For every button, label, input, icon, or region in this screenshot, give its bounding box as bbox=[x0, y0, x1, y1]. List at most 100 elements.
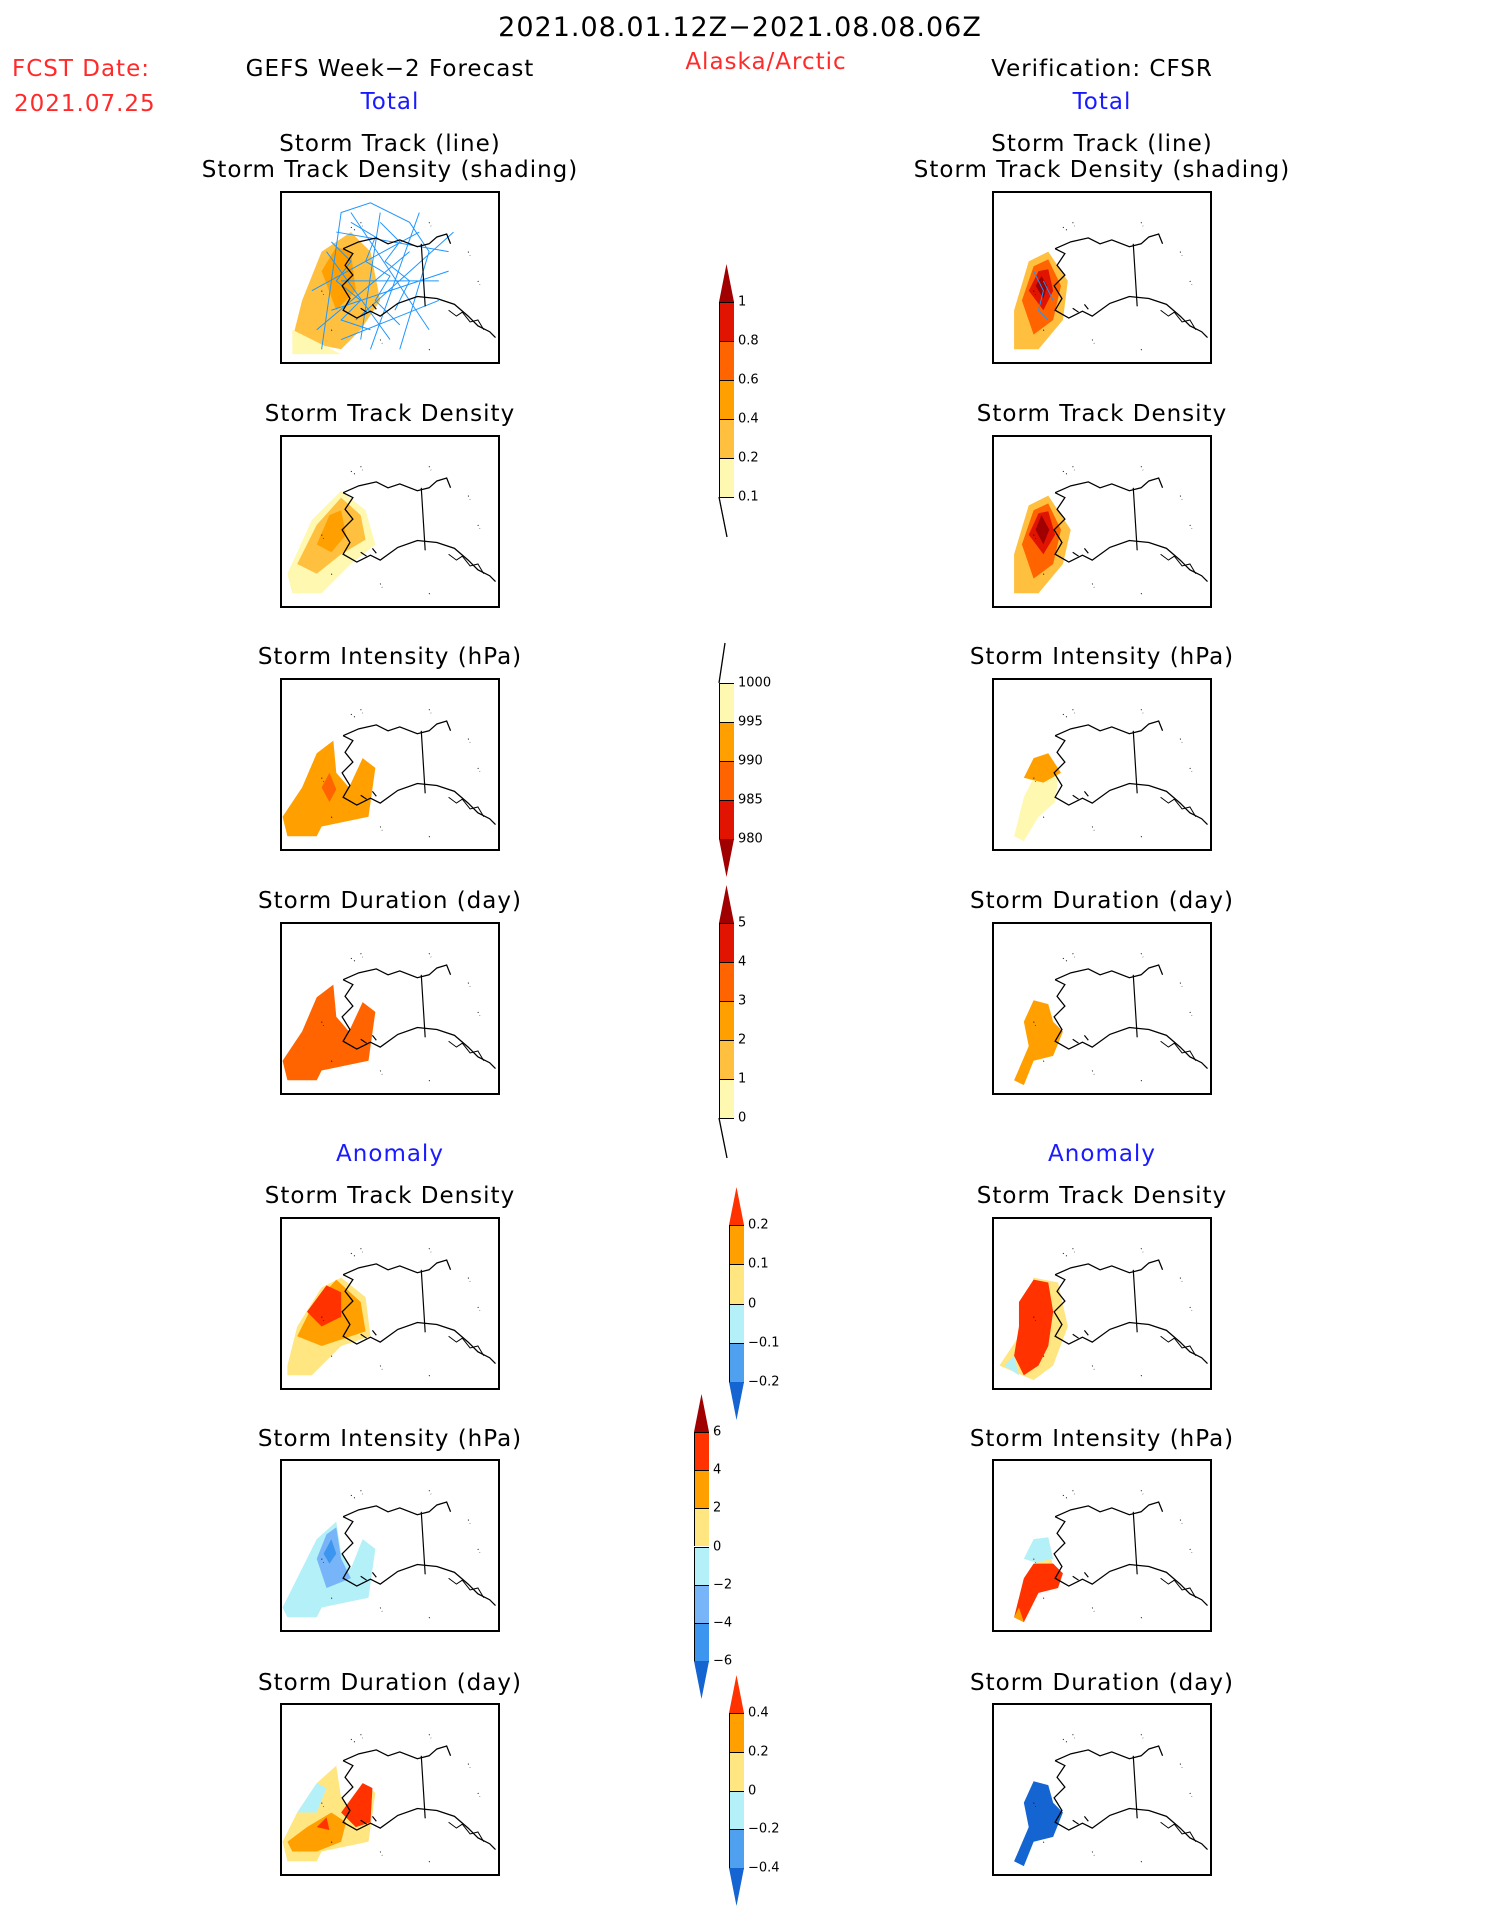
colorbar-tick-label: 990 bbox=[738, 753, 763, 769]
colorbar-segment bbox=[719, 761, 734, 800]
panel-title: Storm Track (line) bbox=[991, 131, 1213, 157]
colorbar-segment bbox=[729, 1751, 744, 1791]
colorbar-tick-label: 2 bbox=[713, 1500, 722, 1516]
region-label: Alaska/Arctic bbox=[685, 49, 847, 75]
colorbar-segment bbox=[729, 1342, 744, 1382]
map-gefs-track-density bbox=[280, 191, 500, 364]
colorbar-tick bbox=[729, 1713, 744, 1714]
map-cfsr-duration-anomaly bbox=[992, 1703, 1212, 1876]
colorbar-tick bbox=[694, 1470, 709, 1472]
colorbar-tick bbox=[729, 1303, 744, 1305]
colorbar-tick bbox=[719, 302, 734, 303]
colorbar-tick-label: 1 bbox=[738, 294, 747, 310]
colorbar-tick bbox=[719, 1079, 734, 1080]
colorbar-tick bbox=[719, 800, 734, 801]
colorbar-over-arrow bbox=[719, 885, 734, 923]
colorbar-tick-label: −0.2 bbox=[748, 1374, 780, 1390]
colorbar-segment bbox=[694, 1508, 709, 1547]
colorbar-over-arrow bbox=[729, 1187, 744, 1225]
colorbar-duration-anomaly: 0.4 0.2 0 −0.2 −0.4 bbox=[729, 1675, 780, 1906]
colorbar-segment bbox=[719, 419, 734, 458]
panel-title: Storm Track Density bbox=[264, 401, 516, 427]
map-cfsr-track-density bbox=[992, 191, 1212, 364]
panel-title: Storm Track Density bbox=[264, 1183, 516, 1209]
colorbar-tick bbox=[719, 1040, 734, 1041]
colorbar-segment bbox=[729, 1713, 744, 1752]
colorbar-tick-label: 5 bbox=[738, 915, 747, 931]
panel-title: Storm Duration (day) bbox=[970, 1670, 1234, 1696]
colorbar-over-arrow bbox=[694, 1394, 709, 1432]
colorbar-segment bbox=[719, 380, 734, 419]
colorbar-tick-label: −2 bbox=[713, 1577, 733, 1593]
colorbar-tick bbox=[719, 1001, 734, 1002]
colorbar-tick-label: −4 bbox=[713, 1615, 733, 1631]
colorbar-segment bbox=[694, 1432, 709, 1471]
colorbar-segment bbox=[729, 1790, 744, 1830]
colorbar-under-arrow bbox=[729, 1382, 744, 1420]
colorbar-tick bbox=[729, 1225, 744, 1226]
map-cfsr-intensity-anomaly bbox=[992, 1459, 1212, 1632]
panel-title: Storm Track Density bbox=[976, 401, 1228, 427]
anomaly-label-left: Anomaly bbox=[336, 1141, 444, 1167]
panel-title: Storm Duration (day) bbox=[258, 1670, 522, 1696]
colorbar-tick-label: 0 bbox=[713, 1539, 722, 1554]
colorbar-tick bbox=[719, 419, 734, 420]
map-gefs-density-anomaly bbox=[280, 1217, 500, 1390]
colorbar-segment bbox=[729, 1303, 744, 1343]
panel-title: Storm Intensity (hPa) bbox=[969, 1426, 1235, 1452]
map-gefs-density bbox=[280, 435, 500, 608]
colorbar-tick bbox=[719, 722, 734, 723]
colorbar-tick-label: 6 bbox=[713, 1424, 722, 1440]
colorbar-tick-label: 4 bbox=[738, 954, 747, 970]
colorbar-tick-label: 0 bbox=[748, 1783, 757, 1798]
colorbar-tick bbox=[719, 923, 734, 924]
panel-title: Storm Duration (day) bbox=[258, 888, 522, 914]
colorbar-tick-label: 2 bbox=[738, 1032, 747, 1048]
colorbar-tick bbox=[694, 1432, 709, 1433]
colorbar-tick bbox=[719, 683, 734, 684]
panel-title: Storm Track (line) bbox=[279, 131, 501, 157]
colorbar-tick-label: −0.4 bbox=[748, 1860, 780, 1876]
colorbar-segment bbox=[719, 962, 734, 1001]
map-cfsr-density-anomaly bbox=[992, 1217, 1212, 1390]
colorbar-tick-label: 0.1 bbox=[738, 489, 759, 505]
colorbar-tick-label: 1000 bbox=[738, 675, 772, 691]
map-gefs-intensity bbox=[280, 678, 500, 851]
colorbar-tick bbox=[719, 761, 734, 762]
colorbar-tick bbox=[729, 1790, 744, 1792]
anomaly-label-right: Anomaly bbox=[1048, 1141, 1156, 1167]
colorbar-tail bbox=[718, 496, 728, 538]
colorbar-under-arrow bbox=[729, 1868, 744, 1906]
right-column-title: Verification: CFSR bbox=[991, 56, 1213, 82]
colorbar-tick-label: 0 bbox=[738, 1110, 747, 1126]
colorbar-tick-label: 0.8 bbox=[738, 333, 759, 349]
colorbar-segment bbox=[694, 1470, 709, 1509]
colorbar-tick bbox=[694, 1584, 709, 1586]
colorbar-segment bbox=[694, 1546, 709, 1585]
colorbar-over-arrow bbox=[719, 264, 734, 302]
colorbar-segment bbox=[729, 1829, 744, 1868]
colorbar-tick bbox=[719, 962, 734, 963]
colorbar-segment bbox=[719, 302, 734, 341]
colorbar-density-anomaly: 0.2 0.1 0 −0.1 −0.2 bbox=[729, 1187, 780, 1420]
colorbar-tick bbox=[729, 1751, 744, 1753]
colorbar-tail bbox=[718, 1117, 728, 1159]
left-column-title: GEFS Week−2 Forecast bbox=[245, 56, 535, 82]
colorbar-density-total: 1 0.8 0.6 0.4 0.2 0.1 bbox=[718, 264, 759, 538]
panel-title: Storm Track Density (shading) bbox=[913, 157, 1291, 183]
colorbar-intensity-anomaly: 6 4 2 0 −2 −4 −6 bbox=[694, 1394, 732, 1699]
colorbar-intensity-total: 1000 995 990 985 980 bbox=[718, 642, 771, 877]
map-cfsr-duration bbox=[992, 922, 1212, 1095]
fcst-date-value: 2021.07.25 bbox=[14, 91, 156, 117]
panel-title: Storm Intensity (hPa) bbox=[257, 1426, 523, 1452]
map-gefs-duration bbox=[280, 922, 500, 1095]
colorbar-segment bbox=[719, 1079, 734, 1118]
colorbar-segment bbox=[719, 800, 734, 839]
colorbar-tick-label: −0.2 bbox=[748, 1821, 780, 1837]
colorbar-tick-label: 0.4 bbox=[738, 411, 759, 427]
total-label-right: Total bbox=[1072, 89, 1132, 115]
colorbar-over-arrow bbox=[729, 1675, 744, 1713]
panel-title: Storm Track Density bbox=[976, 1183, 1228, 1209]
colorbar-tick bbox=[719, 380, 734, 381]
